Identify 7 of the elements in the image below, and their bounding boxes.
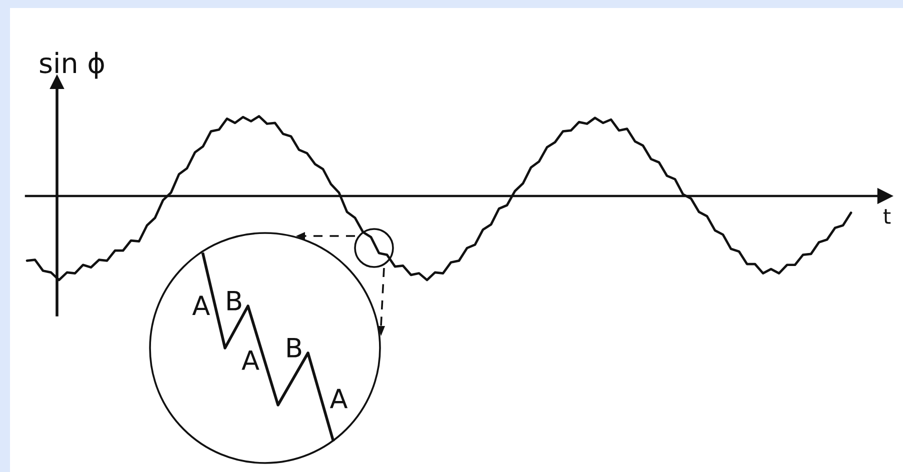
text: A bbox=[330, 388, 348, 408]
text: B bbox=[228, 291, 242, 310]
text: A bbox=[242, 350, 260, 370]
y-axis-title: sin ϕ bbox=[40, 52, 104, 79]
text: B bbox=[288, 338, 302, 358]
x-axis-title: t bbox=[883, 209, 891, 224]
text: A bbox=[192, 296, 210, 315]
